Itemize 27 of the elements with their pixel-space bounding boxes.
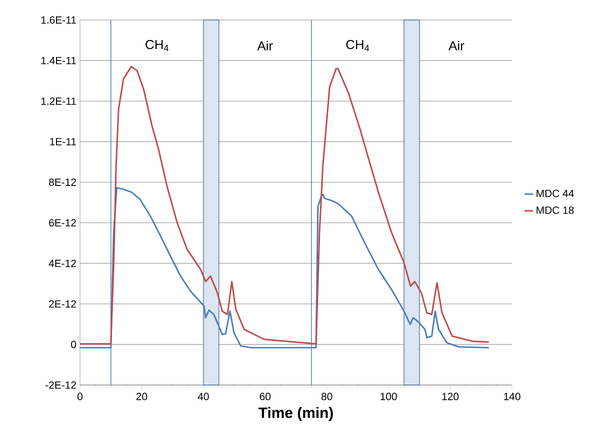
y-tick-label: 8E-12 — [49, 178, 76, 186]
y-tick-label: 4E-12 — [48, 260, 76, 267]
y-tick-label: 1.2E-11 — [41, 97, 76, 105]
x-tick-label: 140 — [504, 392, 520, 400]
x-tick-label: 60 — [260, 392, 271, 400]
y-tick-label: 1E-11 — [50, 138, 76, 146]
line-series — [79, 66, 490, 345]
x-tick-label: 80 — [321, 392, 332, 400]
y-tick-label: 6E-12 — [49, 219, 76, 226]
annotation: CH$_{4}$ — [346, 40, 370, 52]
annotation: Air — [257, 40, 273, 50]
y-tick-label: 2E-12 — [49, 300, 76, 308]
x-tick-label: 0 — [77, 392, 82, 400]
legend-label: MDC 18 — [536, 206, 574, 214]
x-tick-label: 40 — [198, 392, 209, 400]
line-series — [79, 186, 490, 348]
y-tick-label: 1.6E-11 — [41, 16, 76, 24]
y-tick-label: -2E-12 — [46, 381, 76, 389]
y-tick-label: 1.4E-11 — [41, 56, 76, 64]
x-axis-title: Time (min) — [258, 407, 333, 421]
y-tick-label: 0 — [71, 340, 76, 348]
x-tick-label: 120 — [442, 392, 459, 400]
legend-label: MDC 44 — [536, 190, 574, 198]
annotation: Air — [448, 40, 464, 50]
x-tick-label: 100 — [380, 392, 397, 400]
annotation: CH$_{4}$ — [146, 40, 169, 52]
x-tick-label: 20 — [136, 392, 148, 400]
